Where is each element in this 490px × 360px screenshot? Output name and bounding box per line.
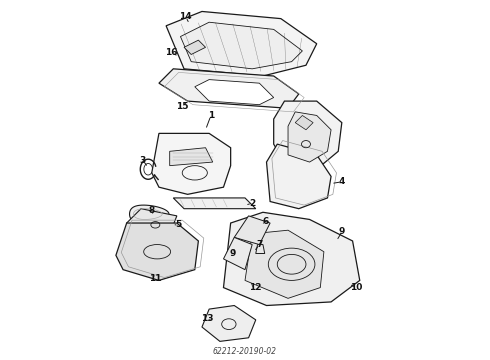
Polygon shape xyxy=(288,112,331,162)
Text: 10: 10 xyxy=(350,283,363,292)
Polygon shape xyxy=(126,209,177,237)
Polygon shape xyxy=(295,116,313,130)
Text: 1: 1 xyxy=(208,111,214,120)
Text: 15: 15 xyxy=(176,102,189,111)
Text: 9: 9 xyxy=(229,249,236,258)
Text: 4: 4 xyxy=(339,177,345,186)
Polygon shape xyxy=(245,230,324,298)
Polygon shape xyxy=(267,144,331,209)
Polygon shape xyxy=(274,101,342,169)
Polygon shape xyxy=(184,40,205,54)
Polygon shape xyxy=(195,80,274,105)
Text: 12: 12 xyxy=(249,283,262,292)
Polygon shape xyxy=(234,216,270,244)
Polygon shape xyxy=(170,148,213,166)
Text: 9: 9 xyxy=(339,228,345,237)
Polygon shape xyxy=(116,223,198,280)
Polygon shape xyxy=(166,12,317,76)
Polygon shape xyxy=(180,22,302,69)
Polygon shape xyxy=(202,306,256,341)
Text: 14: 14 xyxy=(179,12,192,21)
Polygon shape xyxy=(223,237,252,270)
Text: 62212-20190-02: 62212-20190-02 xyxy=(213,347,277,356)
Polygon shape xyxy=(223,212,360,306)
Polygon shape xyxy=(129,205,169,223)
Text: 3: 3 xyxy=(140,156,146,165)
Text: 8: 8 xyxy=(148,206,155,215)
Text: 2: 2 xyxy=(249,199,255,208)
Text: 13: 13 xyxy=(201,314,214,323)
Text: 16: 16 xyxy=(165,48,178,57)
Polygon shape xyxy=(152,134,231,194)
Text: 5: 5 xyxy=(175,220,182,229)
Polygon shape xyxy=(173,198,256,209)
Text: 7: 7 xyxy=(256,240,263,249)
Text: 6: 6 xyxy=(263,217,269,226)
Polygon shape xyxy=(159,69,299,108)
Polygon shape xyxy=(256,244,265,253)
Text: 11: 11 xyxy=(149,274,162,283)
